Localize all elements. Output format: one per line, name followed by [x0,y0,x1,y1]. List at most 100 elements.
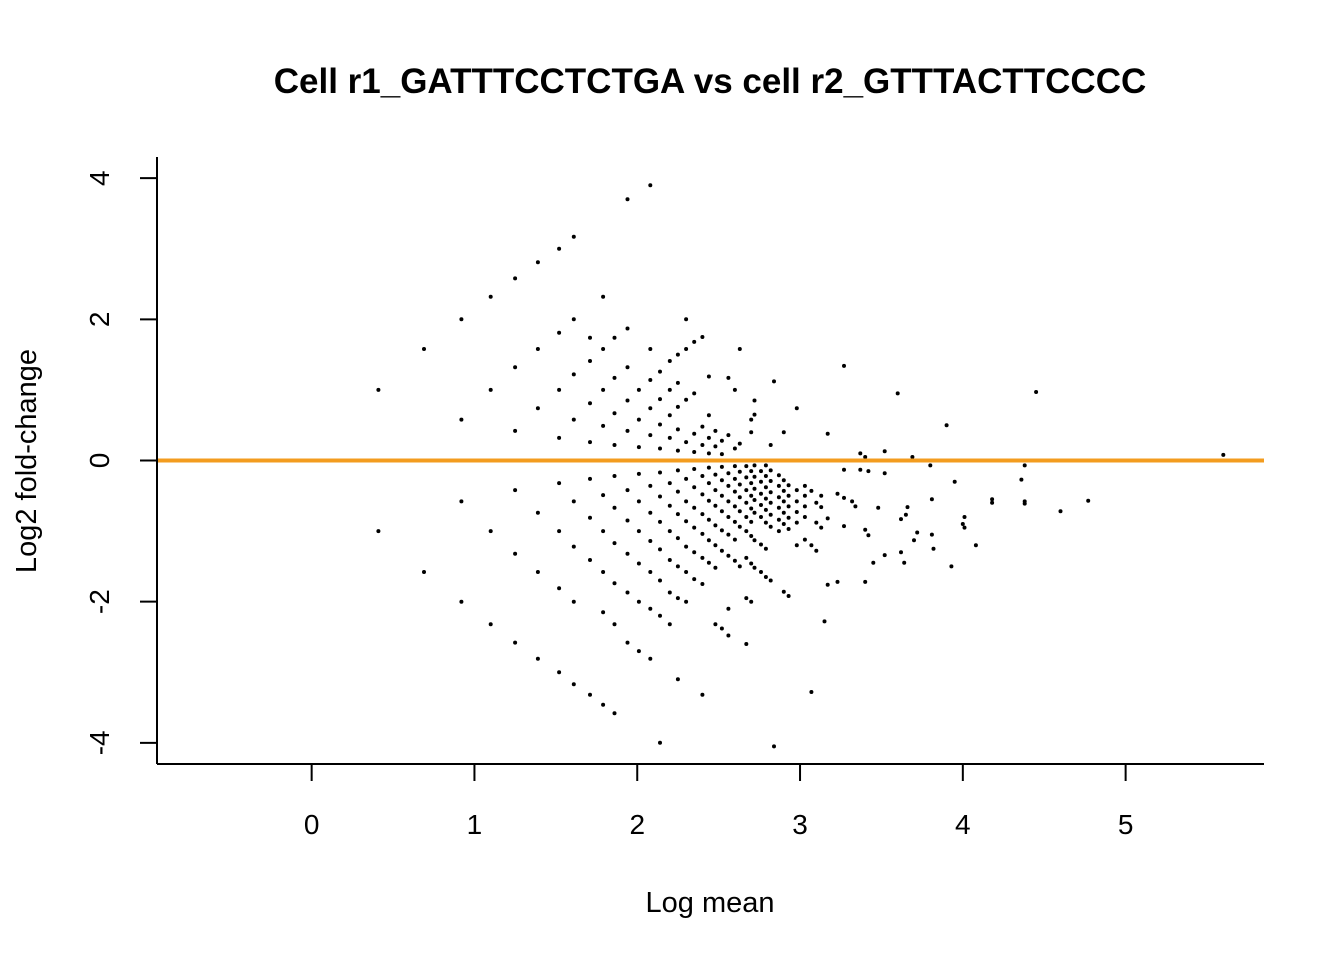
data-point [601,570,606,574]
data-point [905,505,910,510]
data-point [819,493,824,498]
data-point [842,495,846,500]
data-point [768,490,773,495]
data-point [692,485,697,490]
data-point [786,527,791,531]
data-point [952,479,957,484]
data-point [737,469,742,474]
data-point [648,378,653,382]
data-point [737,564,742,569]
data-point [700,335,705,339]
data-point [706,413,711,418]
data-point [732,476,737,481]
data-point [648,433,653,438]
data-point [636,561,641,566]
data-point [903,512,908,517]
data-point [719,493,724,498]
data-point [713,503,718,508]
data-point [667,481,672,486]
data-point [692,505,697,510]
data-point [667,590,672,595]
data-point [376,387,381,392]
data-point [949,564,954,569]
data-point [648,483,653,488]
data-point [658,422,662,427]
data-point [675,536,680,541]
data-point [675,596,680,601]
data-point [752,474,757,479]
data-point [825,582,830,587]
data-point [557,529,562,534]
data-point [459,317,464,322]
data-point [612,335,617,340]
data-point [759,469,763,474]
data-point [1221,452,1226,457]
data-point [737,347,742,351]
data-point [612,443,617,447]
data-point [667,387,672,392]
data-point [625,640,630,645]
data-point [535,570,540,574]
data-point [749,493,754,498]
data-point [557,435,562,440]
data-point [675,448,680,453]
data-point [684,499,689,504]
data-point [713,488,718,493]
data-point [973,543,978,548]
data-point [571,682,576,687]
data-point [853,504,858,509]
data-point [706,435,711,440]
data-point [612,474,617,478]
data-point [842,467,846,472]
data-point [675,677,680,682]
data-point [513,365,518,370]
data-point [759,491,763,496]
data-point [625,197,630,202]
data-point [744,596,749,601]
data-point [658,613,662,618]
data-point [882,449,887,454]
data-point [601,529,606,534]
data-point [667,413,672,418]
data-point [684,397,689,402]
data-point [809,690,814,694]
data-point [675,352,680,357]
data-point [866,533,871,538]
data-point [636,529,641,534]
data-point [658,369,662,374]
data-point [588,692,592,697]
data-point [763,520,768,525]
data-point [612,411,617,416]
data-point [763,485,768,490]
data-point [752,398,757,403]
data-point [749,506,754,511]
data-point [835,579,840,584]
data-point [768,500,773,505]
data-point [1022,501,1027,506]
data-point [719,528,724,533]
data-point [571,372,576,377]
data-point [822,619,827,624]
data-point [706,498,711,503]
data-point [786,504,791,509]
data-point [692,550,697,555]
data-point [684,440,689,445]
data-point [675,468,680,473]
data-point [768,468,773,473]
data-point [700,555,705,560]
data-point [706,517,711,522]
data-point [513,428,518,433]
data-point [658,494,662,499]
data-point [706,451,711,456]
data-point [990,497,995,502]
data-point [752,498,757,502]
data-point [781,488,786,493]
data-point [684,544,689,549]
data-point [684,570,689,574]
data-point [719,548,724,553]
data-point [814,548,819,553]
data-point [726,483,731,488]
data-point [866,469,871,474]
data-point [713,622,718,627]
data-point [571,234,576,239]
